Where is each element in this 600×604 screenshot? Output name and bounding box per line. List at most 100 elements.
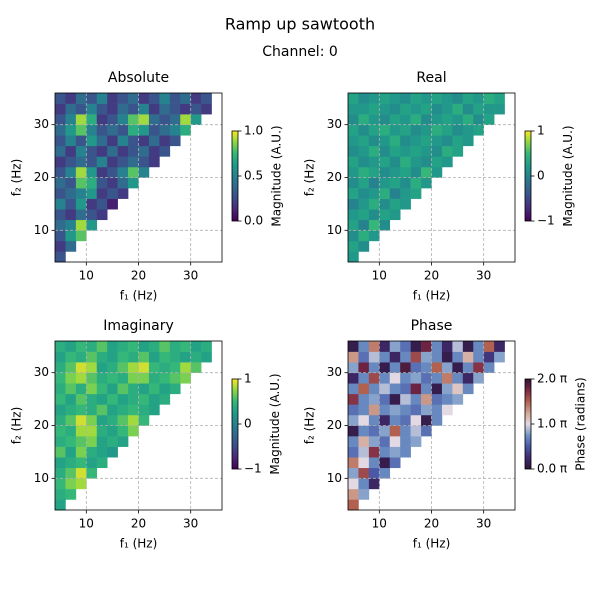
heatmap-cell [348, 351, 359, 363]
heatmap-cell [117, 351, 129, 363]
heatmap-cell [379, 135, 391, 147]
heatmap-cell [421, 103, 432, 115]
heatmap-cell [410, 145, 422, 157]
heatmap-cell [117, 372, 129, 384]
heatmap-cell [180, 351, 191, 363]
heatmap-cell [421, 393, 432, 405]
heatmap-cell [86, 404, 98, 416]
heatmap-cell [117, 414, 129, 426]
heatmap-cell [348, 114, 359, 125]
heatmap-cell [138, 124, 150, 136]
heatmap-cell [452, 393, 464, 405]
heatmap-cell [65, 362, 77, 373]
heatmap-cell [107, 198, 118, 210]
heatmap-cell [389, 393, 401, 405]
heatmap-cell [169, 103, 181, 115]
heatmap-cell [65, 124, 77, 136]
heatmap-cell [190, 114, 202, 125]
heatmap-cell [473, 372, 484, 384]
heatmap-cell [86, 372, 98, 384]
heatmap-cell [75, 425, 87, 437]
heatmap-cell [96, 341, 108, 352]
heatmap-cell [379, 114, 391, 125]
heatmap-cell [348, 188, 359, 199]
heatmap-cell [128, 404, 139, 416]
heatmap-cell [75, 457, 87, 469]
heatmap-cell [75, 145, 87, 157]
heatmap-cell [348, 362, 359, 373]
heatmap-cell [379, 362, 391, 373]
heatmap-cell [65, 404, 77, 416]
colorbar [231, 378, 239, 470]
heatmap-cell [462, 124, 474, 136]
colorbar [524, 130, 532, 222]
y-axis-label: f₂ (Hz) [10, 407, 24, 445]
heatmap-cell [55, 414, 66, 426]
colorbar-label: Magnitude (A.U.) [268, 373, 282, 474]
heatmap-cell [421, 166, 432, 178]
heatmap-cell [180, 372, 191, 384]
heatmap-cell [107, 341, 118, 352]
heatmap-cell [96, 404, 108, 416]
heatmap-cell [96, 156, 108, 168]
heatmap-cell [368, 393, 380, 405]
heatmap-cell [117, 124, 129, 136]
heatmap-cell [86, 103, 98, 115]
heatmap-cell [148, 372, 160, 384]
heatmap-cell [65, 209, 77, 221]
heatmap-cell [441, 341, 453, 352]
y-tick-label: 10 [34, 223, 49, 237]
heatmap-cell [452, 103, 464, 115]
heatmap-cell [107, 425, 118, 437]
heatmap-cell [400, 124, 411, 136]
heatmap-cell [358, 135, 370, 147]
heatmap-cell [348, 103, 359, 115]
heatmap-cell [55, 488, 66, 500]
heatmap-cell [348, 230, 359, 242]
heatmap-cell [379, 414, 391, 426]
heatmap-cell [400, 166, 411, 178]
heatmap-cell [473, 93, 484, 104]
heatmap-cell [96, 135, 108, 147]
heatmap-cell [379, 93, 391, 104]
heatmap-cell [65, 467, 77, 479]
heatmap-cell [107, 446, 118, 458]
heatmap-cell [358, 362, 370, 373]
heatmap-cell [86, 219, 98, 231]
heatmap-cell [348, 251, 359, 263]
heatmap-cell [180, 114, 191, 125]
heatmap-cell [65, 488, 77, 500]
panel: Real 10 20 30 10 20 30 f₁ (Hz) f₂ (Hz) −1 0 1 Magnit… [303, 70, 576, 303]
heatmap-cell [55, 467, 66, 479]
heatmap-cell [348, 393, 359, 405]
heatmap-cell [107, 351, 118, 363]
heatmap-cell [368, 341, 380, 352]
heatmap-cell [368, 198, 380, 210]
heatmap-cell [96, 93, 108, 104]
heatmap-cell [348, 372, 359, 384]
heatmap-cell [107, 404, 118, 416]
heatmap-cell [441, 393, 453, 405]
heatmap-cell [75, 114, 87, 125]
heatmap-cell [55, 351, 66, 363]
heatmap-cell [138, 145, 150, 157]
heatmap-cell [159, 114, 171, 125]
heatmap-cell [55, 145, 66, 157]
heatmap-cell [159, 372, 171, 384]
heatmap-cell [348, 166, 359, 178]
heatmap-cell [348, 135, 359, 147]
heatmap-cell [348, 219, 359, 231]
heatmap-cell [75, 188, 87, 199]
heatmap-cell [190, 341, 202, 352]
y-tick-label: 20 [34, 418, 49, 432]
heatmap-cell [358, 177, 370, 189]
heatmap-cell [180, 103, 191, 115]
heatmap-cell [348, 414, 359, 426]
heatmap-cell [65, 425, 77, 437]
heatmap-cell [96, 393, 108, 405]
heatmap-cell [452, 135, 464, 147]
heatmap-cell [348, 425, 359, 437]
heatmap-cell [421, 156, 432, 168]
x-tick-label: 20 [424, 517, 439, 531]
